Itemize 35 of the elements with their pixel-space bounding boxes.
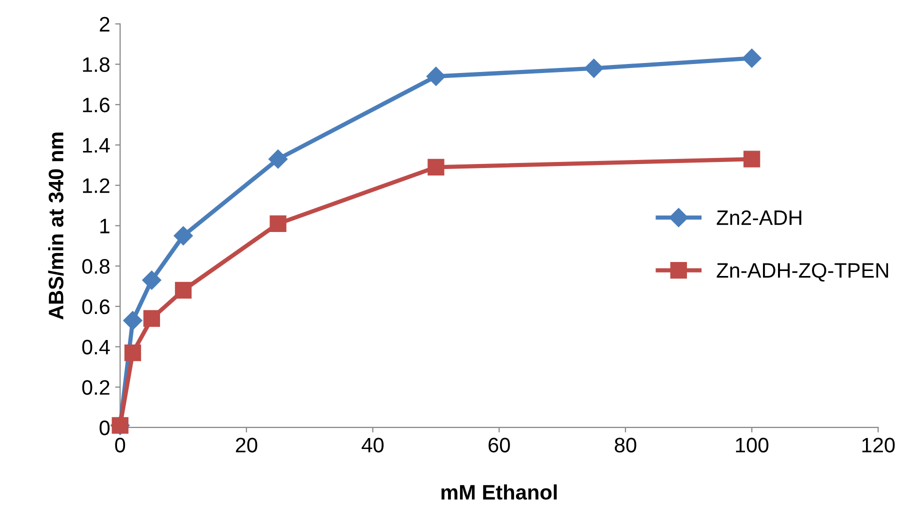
point bbox=[743, 150, 760, 168]
x-tick-label: 60 bbox=[488, 438, 510, 452]
x-tick-label: 20 bbox=[236, 438, 258, 452]
y-tick-label: 1 bbox=[100, 218, 110, 234]
point bbox=[143, 310, 160, 327]
point bbox=[174, 282, 192, 299]
point bbox=[742, 48, 762, 68]
y-tick-label: 2 bbox=[100, 16, 110, 32]
y-tick-label: 1.6 bbox=[83, 98, 110, 112]
x-tick-label: 100 bbox=[736, 438, 768, 452]
point bbox=[174, 226, 193, 246]
x-tick-label: 80 bbox=[614, 438, 636, 452]
y-tick-label: 0 bbox=[100, 420, 110, 436]
y-tick-label: 0.6 bbox=[82, 299, 110, 314]
point bbox=[142, 270, 162, 290]
y-tick-label: 0.4 bbox=[82, 340, 110, 354]
y-tick-label: 0.8 bbox=[82, 259, 110, 274]
x-tick-label: 120 bbox=[862, 438, 895, 452]
legend-label: Zn-ADH-ZQ-TPEN bbox=[716, 263, 888, 282]
y-tick-label: 1.4 bbox=[83, 138, 110, 153]
x-tick-label: 40 bbox=[362, 438, 384, 452]
x-tick-label: 0 bbox=[115, 438, 126, 452]
point bbox=[270, 215, 286, 232]
y-tick-label: 1.8 bbox=[83, 57, 110, 72]
y-tick-label: 0.2 bbox=[82, 380, 110, 395]
x-axis-title: mM Ethanol bbox=[441, 484, 557, 500]
y-axis-title: ABS/min at 340 nm bbox=[48, 132, 64, 320]
point bbox=[428, 158, 444, 176]
point bbox=[123, 310, 142, 330]
point bbox=[124, 344, 142, 362]
point bbox=[426, 66, 446, 86]
y-tick-label: 1.2 bbox=[83, 178, 110, 193]
point bbox=[268, 150, 288, 169]
point bbox=[584, 58, 604, 78]
legend-label: Zn2-ADH bbox=[716, 210, 802, 225]
